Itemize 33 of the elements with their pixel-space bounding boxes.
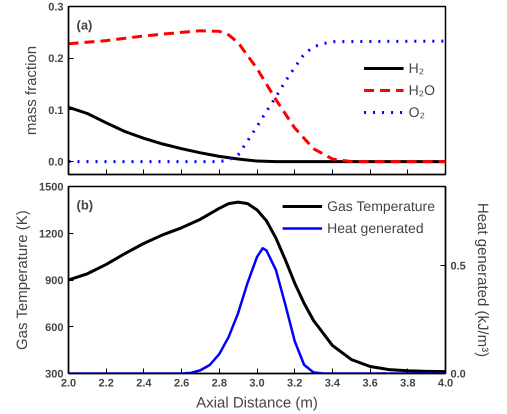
x-tick-label: 2.8 <box>212 378 227 390</box>
x-tick-label: 2.2 <box>98 378 114 390</box>
y-tick-label: 300 <box>45 368 64 380</box>
x-tick-label: 3.8 <box>400 378 416 390</box>
y2-tick-label: 0.5 <box>450 260 466 273</box>
y-tick-label: 1500 <box>39 182 64 194</box>
annotation: (b) <box>76 198 94 212</box>
legend-label: H₂O <box>408 82 435 98</box>
x-tick-label: 3.6 <box>362 378 378 390</box>
y-tick-label: 0.0 <box>48 156 64 169</box>
y-tick-label: 0.3 <box>48 2 64 14</box>
x-tick-label: 3.0 <box>249 378 265 390</box>
x-tick-label: 3.4 <box>324 378 341 390</box>
x-tick-label: 2.4 <box>136 378 152 390</box>
legend-label: Gas Temperature <box>327 198 435 214</box>
x-tick-label: 2.0 <box>60 378 76 390</box>
x-axis-title: Axial Distance (m) <box>196 394 318 412</box>
x-tick-label: 3.2 <box>287 378 302 390</box>
y2-tick-label: 0.0 <box>450 368 466 380</box>
annotation: (a) <box>76 18 92 32</box>
x-tick-label: 4.0 <box>438 378 454 390</box>
legend-label: H₂ <box>408 60 426 76</box>
y-tick-label: 0.1 <box>48 104 64 117</box>
legend-label: O₂ <box>408 104 426 120</box>
x-tick-label: 2.6 <box>174 378 190 390</box>
legend-label: Heat generated <box>327 220 424 236</box>
y-tick-label: 600 <box>45 322 64 334</box>
y-tick-label: 0.2 <box>48 53 64 66</box>
y-tick-label: 900 <box>45 275 64 287</box>
y2-axis-title: Heat generated (kJ/m³) <box>474 202 491 358</box>
y-tick-label: 1200 <box>39 228 64 240</box>
y-axis-title: mass fraction <box>23 46 40 136</box>
y-axis-title: Gas Temperature (K) <box>14 210 32 350</box>
